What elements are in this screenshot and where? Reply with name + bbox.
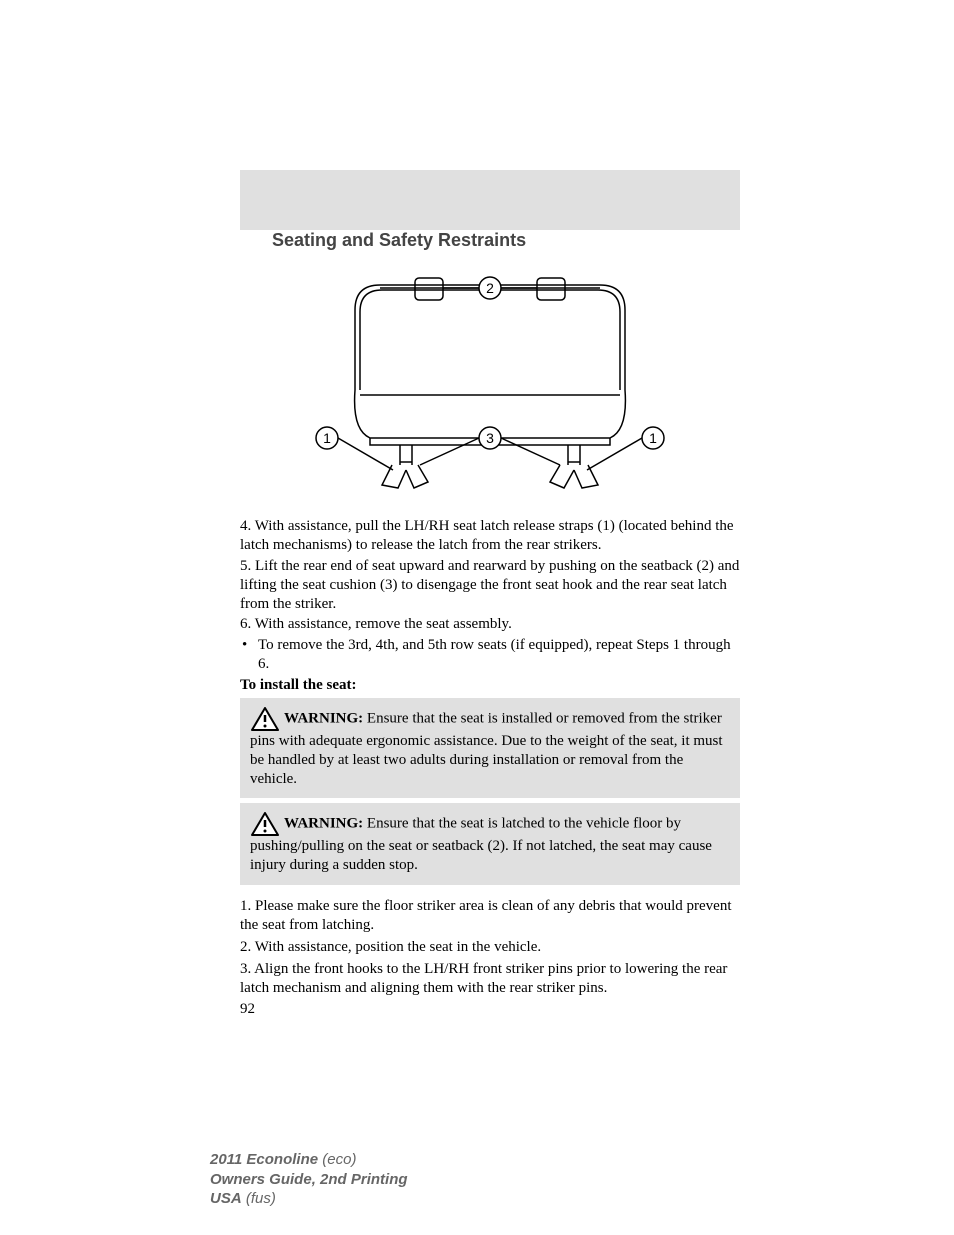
warning-label-2: WARNING: — [284, 815, 363, 831]
warning-icon — [250, 706, 280, 732]
footer: 2011 Econoline (eco) Owners Guide, 2nd P… — [210, 1150, 408, 1209]
callout-2: 2 — [486, 280, 494, 296]
install-step-3: 3. Align the front hooks to the LH/RH fr… — [240, 960, 740, 998]
footer-region: USA — [210, 1190, 242, 1207]
callout-1-left: 1 — [323, 430, 331, 446]
warning-label-1: WARNING: — [284, 710, 363, 726]
callout-3: 3 — [486, 430, 494, 446]
bullet-text: To remove the 3rd, 4th, and 5th row seat… — [258, 636, 740, 674]
footer-eco: (eco) — [318, 1151, 356, 1168]
footer-guide: Owners Guide, 2nd Printing — [210, 1170, 408, 1190]
step-5: 5. Lift the rear end of seat upward and … — [240, 557, 740, 613]
step-4: 4. With assistance, pull the LH/RH seat … — [240, 517, 740, 555]
footer-fus: (fus) — [242, 1190, 276, 1207]
page-number: 92 — [240, 1000, 740, 1019]
warning-icon — [250, 811, 280, 837]
warning-box-2: WARNING: Ensure that the seat is latched… — [240, 803, 740, 885]
footer-model: 2011 Econoline — [210, 1151, 318, 1168]
section-title: Seating and Safety Restraints — [272, 230, 526, 251]
install-step-1: 1. Please make sure the floor striker ar… — [240, 897, 740, 935]
header-background — [240, 170, 740, 230]
callout-1-right: 1 — [649, 430, 657, 446]
install-step-2: 2. With assistance, position the seat in… — [240, 938, 740, 957]
install-heading: To install the seat: — [240, 676, 740, 695]
seat-diagram: 2 1 3 1 — [300, 270, 680, 500]
bullet-remove-rows: • To remove the 3rd, 4th, and 5th row se… — [240, 636, 740, 674]
warning-box-1: WARNING: Ensure that the seat is install… — [240, 698, 740, 798]
step-6: 6. With assistance, remove the seat asse… — [240, 615, 740, 634]
